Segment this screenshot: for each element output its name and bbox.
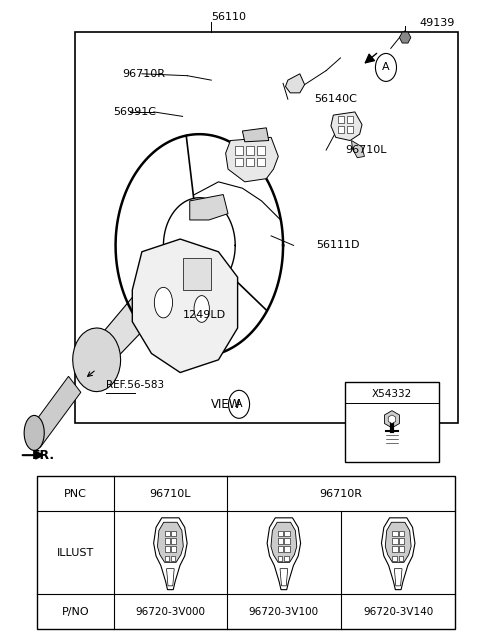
Bar — [347, 116, 353, 123]
Bar — [399, 538, 404, 544]
Text: 96710L: 96710L — [345, 145, 387, 155]
Text: 96720-3V100: 96720-3V100 — [249, 606, 319, 617]
Bar — [393, 531, 398, 536]
Bar — [36, 476, 456, 629]
Bar — [171, 546, 176, 552]
Polygon shape — [384, 411, 399, 428]
Polygon shape — [331, 112, 362, 141]
Polygon shape — [167, 569, 174, 586]
Bar — [235, 158, 243, 166]
Polygon shape — [382, 518, 415, 590]
Text: 96720-3V140: 96720-3V140 — [363, 606, 433, 617]
Text: P/NO: P/NO — [61, 606, 89, 617]
Bar — [393, 556, 397, 561]
Polygon shape — [28, 376, 81, 447]
Text: 56991C: 56991C — [113, 107, 156, 117]
Bar — [278, 546, 283, 552]
Bar — [165, 556, 169, 561]
Bar — [165, 546, 170, 552]
Bar — [165, 531, 170, 536]
Polygon shape — [132, 239, 238, 373]
Text: FR.: FR. — [32, 448, 55, 462]
Text: 96720-3V000: 96720-3V000 — [135, 606, 205, 617]
Bar — [284, 546, 289, 552]
Polygon shape — [388, 415, 396, 424]
Ellipse shape — [24, 415, 44, 450]
Text: 96710R: 96710R — [320, 489, 362, 499]
Text: PNC: PNC — [64, 489, 87, 499]
Bar — [257, 158, 265, 166]
Polygon shape — [267, 518, 300, 590]
Text: 1249LD: 1249LD — [182, 310, 226, 320]
Bar — [338, 126, 344, 133]
Polygon shape — [280, 569, 288, 586]
Bar — [284, 531, 289, 536]
Polygon shape — [96, 261, 181, 364]
Text: VIEW: VIEW — [211, 398, 241, 411]
Bar — [246, 147, 254, 155]
Bar — [171, 531, 176, 536]
Polygon shape — [190, 194, 228, 220]
Bar — [284, 556, 288, 561]
Ellipse shape — [155, 287, 172, 318]
Bar — [257, 147, 265, 155]
Bar — [393, 538, 398, 544]
Polygon shape — [395, 569, 402, 586]
Polygon shape — [271, 522, 297, 562]
Polygon shape — [154, 518, 187, 590]
Text: A: A — [382, 62, 390, 73]
Polygon shape — [226, 138, 278, 182]
Bar — [284, 538, 289, 544]
Polygon shape — [399, 32, 411, 43]
Bar — [171, 538, 176, 544]
Bar — [171, 556, 175, 561]
Polygon shape — [157, 522, 183, 562]
Bar — [246, 158, 254, 166]
Bar — [235, 147, 243, 155]
Bar — [278, 556, 282, 561]
Text: 56140C: 56140C — [314, 94, 357, 104]
Bar — [75, 32, 458, 424]
Polygon shape — [385, 522, 411, 562]
Text: 56110: 56110 — [211, 11, 246, 22]
Bar — [338, 116, 344, 123]
Bar — [278, 538, 283, 544]
Bar — [345, 382, 439, 462]
Text: 56111D: 56111D — [317, 240, 360, 250]
Text: 96710L: 96710L — [150, 489, 191, 499]
Text: 49139: 49139 — [420, 18, 455, 28]
Text: REF.56-583: REF.56-583 — [106, 380, 164, 390]
Text: X54332: X54332 — [372, 389, 412, 399]
Text: ILLUST: ILLUST — [57, 548, 94, 558]
Polygon shape — [242, 128, 269, 142]
Bar — [165, 538, 170, 544]
Bar — [182, 258, 211, 290]
Bar — [393, 546, 398, 552]
Polygon shape — [286, 74, 305, 93]
Text: A: A — [235, 399, 243, 410]
Bar — [399, 531, 404, 536]
Polygon shape — [351, 141, 364, 158]
Ellipse shape — [194, 296, 209, 322]
Bar — [399, 546, 404, 552]
Text: 96710R: 96710R — [123, 69, 166, 79]
Bar — [278, 531, 283, 536]
Bar — [399, 556, 403, 561]
Ellipse shape — [73, 328, 120, 392]
Bar — [347, 126, 353, 133]
